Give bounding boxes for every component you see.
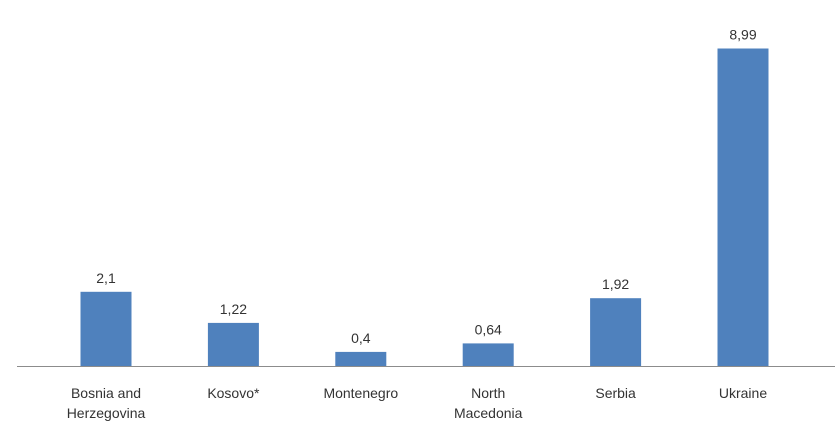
x-tick-label-2: Montenegro [323, 385, 398, 401]
bar-2 [335, 351, 387, 366]
data-label-0: 2,1 [96, 270, 116, 286]
x-tick-label-line: Serbia [595, 385, 636, 401]
bar-3 [462, 343, 514, 366]
x-tick-labels-layer: Bosnia and Herzegovina Kosovo* Montenegro No… [67, 385, 768, 421]
data-label-4: 1,92 [602, 276, 629, 292]
data-labels-layer: 2,1 1,22 0,4 0,64 1,92 8,99 [96, 27, 757, 346]
bar-1 [207, 322, 259, 366]
x-tick-label-line: Kosovo* [207, 385, 260, 401]
data-label-1: 1,22 [220, 301, 247, 317]
bar-0 [80, 291, 132, 366]
x-tick-label-line: Montenegro [323, 385, 398, 401]
x-tick-label-line: Bosnia and [71, 385, 141, 401]
x-tick-label-line: Herzegovina [67, 405, 146, 421]
data-label-3: 0,64 [475, 321, 502, 337]
x-tick-label-4: Serbia [595, 385, 636, 401]
x-tick-label-line: Macedonia [454, 405, 523, 421]
x-tick-label-0: Bosnia and Herzegovina [67, 385, 146, 421]
x-tick-label-line: North [471, 385, 505, 401]
data-label-2: 0,4 [351, 330, 371, 346]
x-tick-label-3: North Macedonia [454, 385, 523, 421]
bars-layer [80, 48, 769, 366]
bar-4 [590, 298, 642, 366]
x-tick-label-line: Ukraine [719, 385, 767, 401]
x-tick-label-1: Kosovo* [207, 385, 260, 401]
bar-5 [717, 48, 769, 366]
x-tick-label-5: Ukraine [719, 385, 767, 401]
data-label-5: 8,99 [729, 27, 756, 43]
